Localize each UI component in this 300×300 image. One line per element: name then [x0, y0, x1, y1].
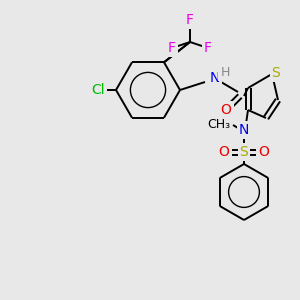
Text: F: F — [204, 41, 212, 55]
Text: F: F — [168, 41, 176, 55]
Text: H: H — [220, 67, 230, 80]
Text: O: O — [220, 103, 231, 117]
Text: S: S — [240, 145, 248, 159]
Text: CH₃: CH₃ — [207, 118, 231, 131]
Text: F: F — [186, 13, 194, 27]
Text: O: O — [259, 145, 269, 159]
Text: S: S — [272, 66, 280, 80]
Text: N: N — [210, 71, 220, 85]
Text: Cl: Cl — [91, 83, 105, 97]
Text: N: N — [239, 123, 249, 137]
Text: O: O — [219, 145, 230, 159]
